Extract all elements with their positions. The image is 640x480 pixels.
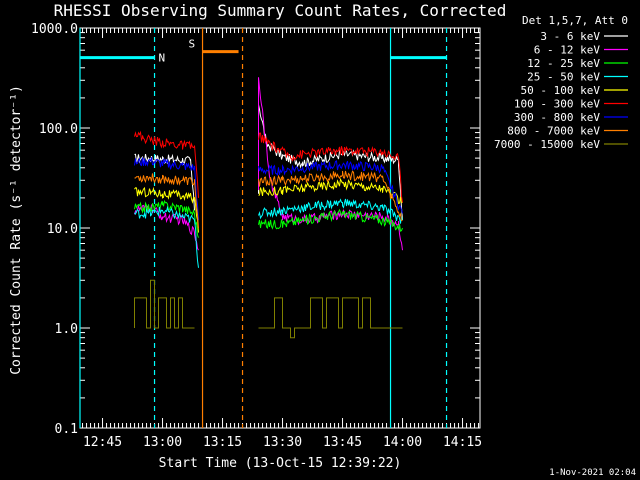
series-line: [134, 199, 199, 238]
series-line: [258, 132, 403, 203]
series-line: [134, 173, 199, 229]
series-line: [134, 279, 195, 329]
legend-label: 25 - 50 keV: [527, 71, 600, 84]
y-tick-label: 1.0: [55, 322, 78, 337]
legend-label: 100 - 300 keV: [514, 98, 600, 111]
plot-frame: [79, 27, 481, 429]
legend-label: 3 - 6 keV: [540, 30, 600, 43]
x-tick-label: 13:00: [143, 435, 182, 450]
series-line: [258, 102, 403, 221]
series-line: [134, 130, 199, 198]
x-tick-label: 13:15: [203, 435, 242, 450]
x-tick-label: 14:00: [383, 435, 422, 450]
y-tick-label: 0.1: [55, 422, 78, 437]
y-axis-label: Corrected Count Rate (s⁻¹ detector⁻¹): [9, 85, 24, 375]
x-tick-label: 12:45: [83, 435, 122, 450]
y-tick-label: 10.0: [47, 222, 78, 237]
x-tick-label: 13:30: [263, 435, 302, 450]
series-line: [134, 205, 199, 268]
chart-title: RHESSI Observing Summary Count Rates, Co…: [54, 1, 507, 20]
series-line: [258, 177, 403, 204]
observing-interval-label: N: [159, 52, 166, 65]
series-line: [134, 202, 199, 251]
x-axis-label: Start Time (13-Oct-15 12:39:22): [159, 456, 402, 471]
series-line: [258, 160, 403, 214]
legend-label: 6 - 12 keV: [534, 44, 601, 57]
x-tick-label: 14:15: [443, 435, 482, 450]
series-line: [134, 157, 199, 221]
legend-label: 300 - 800 keV: [514, 111, 600, 124]
series-line: [258, 198, 403, 224]
x-tick-label: 13:45: [323, 435, 362, 450]
series-line: [258, 297, 403, 339]
legend-label: 12 - 25 keV: [527, 57, 600, 70]
series-line: [134, 186, 199, 233]
plot-area: 0.1 1.0 10.0 100.0 1000.0 12:45 13:00 13:15 13:3…: [31, 22, 628, 450]
legend-label: 7000 - 15000 keV: [494, 138, 600, 151]
y-tick-label: 1000.0: [31, 22, 78, 37]
observing-interval-label: S: [189, 38, 196, 51]
legend-label: 800 - 7000 keV: [507, 125, 600, 138]
series-line: [258, 208, 403, 232]
legend-label: 50 - 100 keV: [521, 84, 601, 97]
legend-title: Det 1,5,7, Att 0: [522, 14, 628, 27]
y-tick-label: 100.0: [39, 122, 78, 137]
footer-timestamp: 1-Nov-2021 02:04: [549, 468, 636, 478]
series-line: [258, 170, 403, 222]
